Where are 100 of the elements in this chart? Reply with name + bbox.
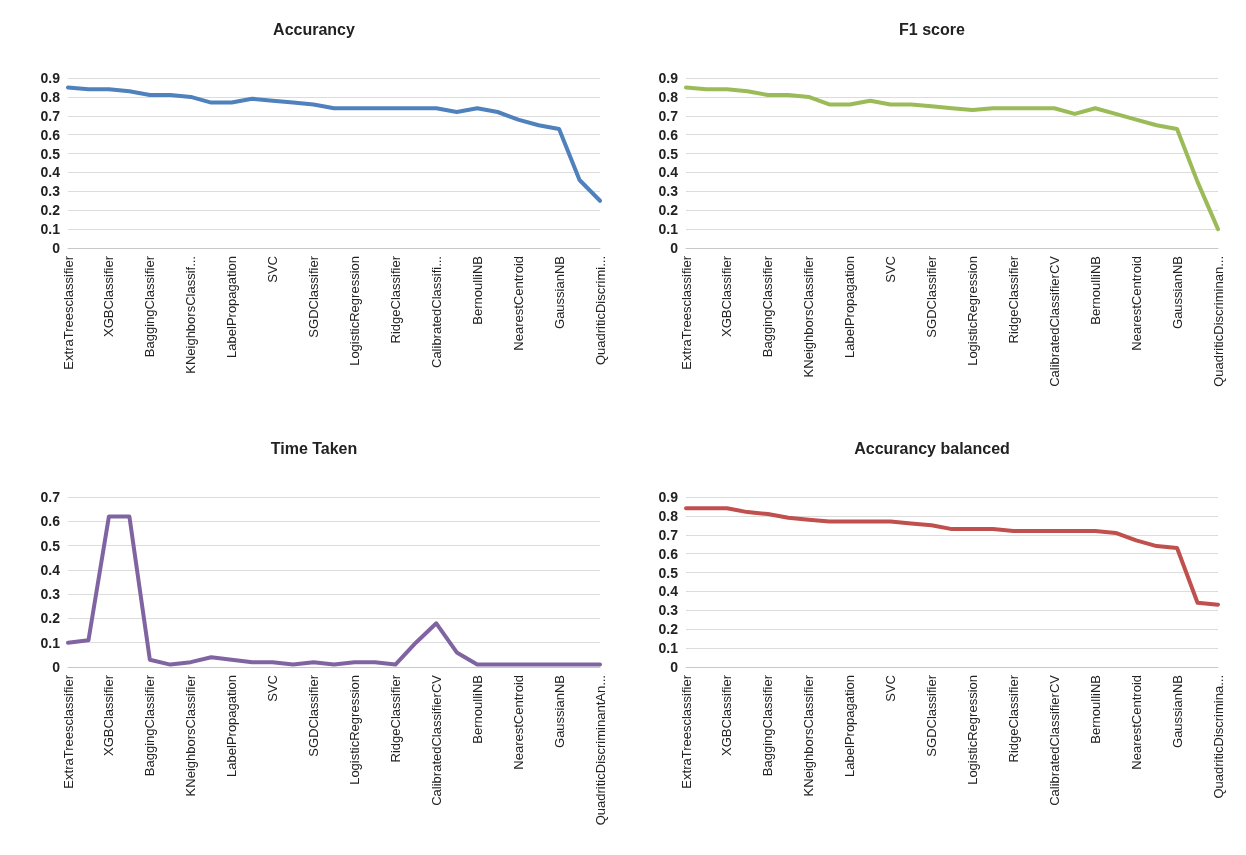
- x-tick-label: QuadriticDiscrimina...: [1210, 675, 1226, 799]
- x-tick-label: XGBClassifier: [719, 255, 735, 337]
- x-tick-label: LabelPropagation: [842, 256, 858, 358]
- chart-title: Accurancy balanced: [854, 439, 1010, 457]
- y-tick-label: 0.8: [658, 507, 679, 524]
- x-tick-label: BernoulliNB: [469, 256, 485, 325]
- x-tick-label: KNeighborsClassifier: [801, 255, 817, 378]
- x-tick-label: KNeighborsClassifier: [801, 674, 817, 797]
- y-tick-label: 0.2: [658, 202, 679, 219]
- y-tick-label: 0.6: [658, 545, 679, 562]
- x-tick-label: LogisticRegression: [346, 675, 362, 785]
- y-tick-label: 0.7: [658, 526, 679, 543]
- chart-title: Time Taken: [270, 439, 358, 457]
- x-tick-label: QuadriticDiscriminantAn...: [592, 675, 608, 826]
- x-tick-label: NearestCentroid: [1128, 675, 1144, 770]
- x-tick-label: SVC: [265, 675, 281, 702]
- y-tick-label: 0.6: [40, 126, 61, 143]
- x-tick-label: LabelPropagation: [842, 675, 858, 777]
- y-tick-label: 0.7: [40, 489, 61, 505]
- x-tick-label: ExtraTreesclassifier: [60, 255, 76, 370]
- y-tick-label: 0.6: [40, 513, 61, 530]
- x-tick-label: CalibratedClassifierCV: [428, 674, 444, 806]
- x-tick-label: BaggingClassifier: [142, 255, 158, 358]
- x-tick-label: NearestCentroid: [510, 675, 526, 770]
- x-tick-label: RidgeClassifier: [1005, 674, 1021, 763]
- y-tick-label: 0.9: [658, 70, 679, 86]
- x-tick-label: GaussianNB: [551, 256, 567, 329]
- y-tick-label: 0.4: [658, 583, 679, 600]
- x-tick-label: QuadriticDiscriminan...: [1210, 256, 1226, 387]
- y-tick-label: 0.8: [658, 88, 679, 105]
- y-tick-label: 0.5: [658, 145, 679, 162]
- x-tick-label: SGDClassifier: [924, 674, 940, 757]
- line-series: [684, 85, 1220, 232]
- x-tick-label: ExtraTreesclassifier: [60, 674, 76, 789]
- y-tick-label: 0.7: [658, 107, 679, 124]
- line-series: [684, 506, 1220, 607]
- x-tick-label: SVC: [265, 256, 281, 283]
- y-tick-label: 0.1: [658, 221, 679, 238]
- x-tick-label: LogisticRegression: [964, 675, 980, 785]
- x-tick-label: XGBClassifier: [719, 674, 735, 756]
- x-tick-label: BernoulliNB: [469, 675, 485, 744]
- x-tick-label: BaggingClassifier: [142, 674, 158, 777]
- x-tick-label: SGDClassifier: [306, 255, 322, 338]
- x-tick-label: CalibratedClassifierCV: [1046, 255, 1062, 387]
- y-tick-label: 0.4: [40, 164, 61, 181]
- x-tick-label: RidgeClassifier: [387, 255, 403, 344]
- x-tick-label: CalibratedClassifi...: [428, 256, 444, 368]
- x-tick-label: GaussianNB: [551, 675, 567, 748]
- y-tick-label: 0.8: [40, 88, 61, 105]
- x-tick-label: RidgeClassifier: [387, 674, 403, 763]
- x-tick-label: ExtraTreesclassifier: [678, 255, 694, 370]
- x-tick-label: BernoulliNB: [1087, 675, 1103, 744]
- y-tick-label: 0.2: [658, 621, 679, 638]
- y-tick-label: 0: [670, 240, 679, 256]
- x-tick-label: BaggingClassifier: [760, 255, 776, 358]
- x-tick-label: RidgeClassifier: [1005, 255, 1021, 344]
- x-tick-label: QuadriticDiscrimi...: [592, 256, 608, 366]
- y-tick-label: 0.4: [40, 561, 61, 578]
- x-tick-label: XGBClassifier: [101, 674, 117, 756]
- x-tick-label: NearestCentroid: [510, 256, 526, 351]
- x-tick-label: SVC: [883, 675, 899, 702]
- x-tick-label: LabelPropagation: [224, 256, 240, 358]
- x-tick-label: ExtraTreesclassifier: [678, 674, 694, 789]
- x-tick-label: SVC: [883, 256, 899, 283]
- y-tick-label: 0.4: [658, 164, 679, 181]
- chart-title: F1 score: [899, 20, 966, 38]
- y-tick-label: 0.3: [40, 183, 61, 200]
- y-tick-label: 0.2: [40, 610, 61, 627]
- x-tick-label: LogisticRegression: [964, 256, 980, 366]
- x-tick-label: KNeighborsClassif...: [183, 256, 199, 374]
- y-tick-label: 0.3: [658, 183, 679, 200]
- y-tick-label: 0.5: [40, 145, 61, 162]
- x-tick-label: NearestCentroid: [1128, 256, 1144, 351]
- x-tick-label: LabelPropagation: [224, 675, 240, 777]
- chart-title: Accurancy: [273, 20, 356, 38]
- x-tick-label: SGDClassifier: [924, 255, 940, 338]
- x-tick-label: CalibratedClassifierCV: [1046, 674, 1062, 806]
- x-tick-label: SGDClassifier: [306, 674, 322, 757]
- y-tick-label: 0.5: [40, 537, 61, 554]
- x-tick-label: GaussianNB: [1169, 675, 1185, 748]
- x-tick-label: BaggingClassifier: [760, 674, 776, 777]
- y-tick-label: 0: [52, 659, 61, 675]
- y-tick-label: 0.9: [658, 489, 679, 505]
- y-tick-label: 0.6: [658, 126, 679, 143]
- x-tick-label: LogisticRegression: [346, 256, 362, 366]
- x-tick-label: XGBClassifier: [101, 255, 117, 337]
- line-series: [66, 514, 602, 667]
- y-tick-label: 0: [52, 240, 61, 256]
- line-series: [66, 85, 602, 203]
- y-tick-label: 0.1: [40, 634, 61, 651]
- y-tick-label: 0.1: [658, 640, 679, 657]
- y-tick-label: 0.3: [658, 602, 679, 619]
- y-tick-label: 0.3: [40, 586, 61, 603]
- y-tick-label: 0.2: [40, 202, 61, 219]
- y-tick-label: 0.1: [40, 221, 61, 238]
- y-tick-label: 0.7: [40, 107, 61, 124]
- y-tick-label: 0: [670, 659, 679, 675]
- x-tick-label: KNeighborsClassifier: [183, 674, 199, 797]
- x-tick-label: GaussianNB: [1169, 256, 1185, 329]
- y-tick-label: 0.5: [658, 564, 679, 581]
